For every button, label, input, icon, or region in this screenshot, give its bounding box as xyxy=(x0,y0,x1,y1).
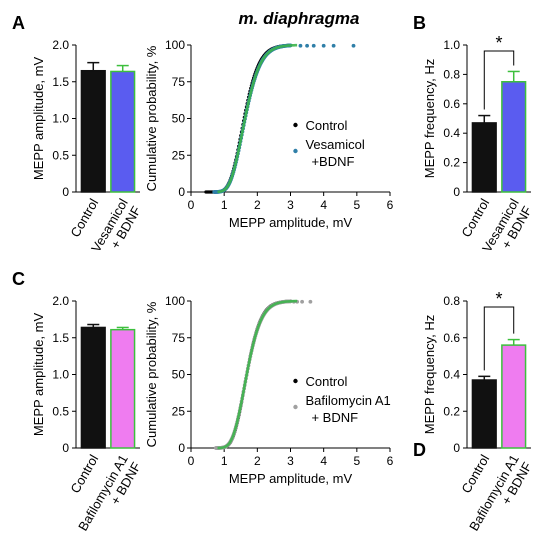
y-tick-label: 50 xyxy=(172,368,186,382)
cdf-chart-A_cdf: 0 25 50 75 100 0 1 2 3 4 5 6 MEPP amplitude, mV Cumul… xyxy=(144,38,394,230)
data-point xyxy=(351,43,356,48)
significance-bracket xyxy=(483,50,515,110)
panel-letter-A: A xyxy=(12,13,25,33)
y-tick-label: 1.0 xyxy=(52,112,69,126)
data-point xyxy=(311,43,316,48)
x-tick-label: 5 xyxy=(353,198,360,212)
figure-title: m. diaphragma xyxy=(239,9,360,28)
y-tick-label: 100 xyxy=(165,38,185,52)
cdf-chart-C_cdf: 0 25 50 75 100 0 1 2 3 4 5 6 MEPP amplitude, mV Cumul… xyxy=(144,294,394,486)
y-tick-label: 0.5 xyxy=(52,404,69,418)
bar-1 xyxy=(110,328,136,449)
x-tick-label: 2 xyxy=(254,198,261,212)
y-tick-label: 25 xyxy=(172,404,186,418)
y-tick-label: 0 xyxy=(62,185,69,199)
x-tick-label: 5 xyxy=(353,454,360,468)
y-tick-label: 0.2 xyxy=(443,156,460,170)
y-tick-label: 1.5 xyxy=(52,331,69,345)
bar-1 xyxy=(110,70,136,193)
legend-marker xyxy=(293,404,298,410)
bar-1 xyxy=(501,81,527,193)
x-tick-label: 0 xyxy=(188,454,195,468)
x-tick-label: 3 xyxy=(287,454,294,468)
y-tick-label: 0.6 xyxy=(443,331,460,345)
y-tick-label: 2.0 xyxy=(52,38,69,52)
y-tick-label: 0.4 xyxy=(443,368,460,382)
y-tick-label: 1.5 xyxy=(52,75,69,89)
legend-label: Control xyxy=(305,118,347,133)
x-tick-label: 2 xyxy=(254,454,261,468)
x-axis-label: MEPP amplitude, mV xyxy=(229,215,353,230)
data-point xyxy=(305,43,309,48)
y-tick-label: 0.4 xyxy=(443,126,460,140)
x-tick-label: 0 xyxy=(188,198,195,212)
y-tick-label: 0.5 xyxy=(52,148,69,162)
legend-label: Vesamicol xyxy=(305,137,364,152)
y-axis-label: MEPP amplitude, mV xyxy=(31,57,46,181)
bar-0 xyxy=(471,379,497,449)
x-tick-label: 1 xyxy=(221,198,228,212)
legend-marker xyxy=(293,378,298,384)
data-point xyxy=(298,43,303,48)
y-tick-label: 75 xyxy=(172,75,186,89)
y-tick-label: 0.8 xyxy=(443,294,460,308)
legend-marker xyxy=(293,148,298,154)
bar-0 xyxy=(80,326,106,449)
y-tick-label: 0.2 xyxy=(443,404,460,418)
significance-star: * xyxy=(495,33,502,53)
x-tick-label: 3 xyxy=(287,198,294,212)
data-point xyxy=(300,299,305,304)
y-tick-label: 1.0 xyxy=(52,368,69,382)
legend-marker xyxy=(293,122,298,128)
y-tick-label: 0.8 xyxy=(443,67,460,81)
y-axis-label: MEPP frequency, Hz xyxy=(422,59,437,178)
y-axis-label: Cumulative probability, % xyxy=(144,45,159,191)
series-line xyxy=(217,299,298,450)
panel-letter-D: D xyxy=(413,440,426,460)
y-tick-label: 2.0 xyxy=(52,294,69,308)
y-axis-label: MEPP frequency, Hz xyxy=(422,315,437,434)
y-tick-label: 0 xyxy=(453,185,460,199)
x-tick-label: 6 xyxy=(387,198,394,212)
y-tick-label: 75 xyxy=(172,331,186,345)
series-line xyxy=(217,43,298,194)
x-tick-label: 4 xyxy=(320,454,327,468)
y-tick-label: 0 xyxy=(453,441,460,455)
data-point xyxy=(308,299,313,304)
bar-1 xyxy=(501,344,527,449)
significance-star: * xyxy=(495,289,502,309)
y-axis-label: Cumulative probability, % xyxy=(144,301,159,447)
x-tick-label: 4 xyxy=(320,198,327,212)
legend-label: +BDNF xyxy=(311,154,354,169)
y-axis-label: MEPP amplitude, mV xyxy=(31,313,46,437)
y-tick-label: 25 xyxy=(172,148,186,162)
y-tick-label: 0.6 xyxy=(443,97,460,111)
legend-label: Control xyxy=(305,374,347,389)
bar-0 xyxy=(471,122,497,193)
y-tick-label: 1.0 xyxy=(443,38,460,52)
x-tick-label: 6 xyxy=(387,454,394,468)
y-tick-label: 0 xyxy=(62,441,69,455)
significance-bracket xyxy=(483,306,515,371)
x-tick-label: 1 xyxy=(221,454,228,468)
y-tick-label: 100 xyxy=(165,294,185,308)
panel-letter-C: C xyxy=(12,269,25,289)
legend-label: + BDNF xyxy=(311,410,358,425)
bar-0 xyxy=(80,69,106,193)
y-tick-label: 50 xyxy=(172,112,186,126)
data-point xyxy=(331,43,336,48)
panel-letter-B: B xyxy=(413,13,426,33)
legend-label: Bafilomycin A1 xyxy=(305,393,390,408)
y-tick-label: 0 xyxy=(178,441,185,455)
x-axis-label: MEPP amplitude, mV xyxy=(229,471,353,486)
data-point xyxy=(321,43,326,48)
y-tick-label: 0 xyxy=(178,185,185,199)
